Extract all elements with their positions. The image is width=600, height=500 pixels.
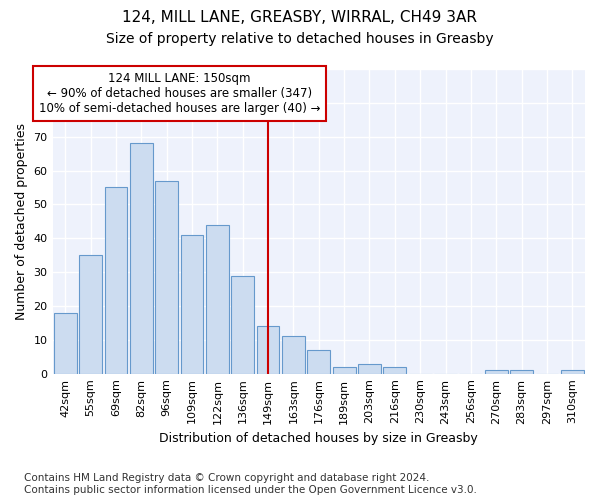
Bar xyxy=(561,370,584,374)
Text: 124, MILL LANE, GREASBY, WIRRAL, CH49 3AR: 124, MILL LANE, GREASBY, WIRRAL, CH49 3A… xyxy=(122,10,478,25)
Bar xyxy=(257,326,280,374)
Text: Size of property relative to detached houses in Greasby: Size of property relative to detached ho… xyxy=(106,32,494,46)
Bar xyxy=(383,367,406,374)
Text: 124 MILL LANE: 150sqm
← 90% of detached houses are smaller (347)
10% of semi-det: 124 MILL LANE: 150sqm ← 90% of detached … xyxy=(38,72,320,116)
X-axis label: Distribution of detached houses by size in Greasby: Distribution of detached houses by size … xyxy=(160,432,478,445)
Bar xyxy=(181,235,203,374)
Bar xyxy=(54,312,77,374)
Bar xyxy=(485,370,508,374)
Bar xyxy=(231,276,254,374)
Bar xyxy=(282,336,305,374)
Bar xyxy=(206,224,229,374)
Bar xyxy=(155,180,178,374)
Text: Contains HM Land Registry data © Crown copyright and database right 2024.
Contai: Contains HM Land Registry data © Crown c… xyxy=(24,474,477,495)
Bar xyxy=(510,370,533,374)
Bar xyxy=(104,188,127,374)
Bar xyxy=(333,367,356,374)
Y-axis label: Number of detached properties: Number of detached properties xyxy=(15,123,28,320)
Bar xyxy=(307,350,330,374)
Bar xyxy=(358,364,381,374)
Bar xyxy=(79,255,102,374)
Bar xyxy=(130,144,152,374)
